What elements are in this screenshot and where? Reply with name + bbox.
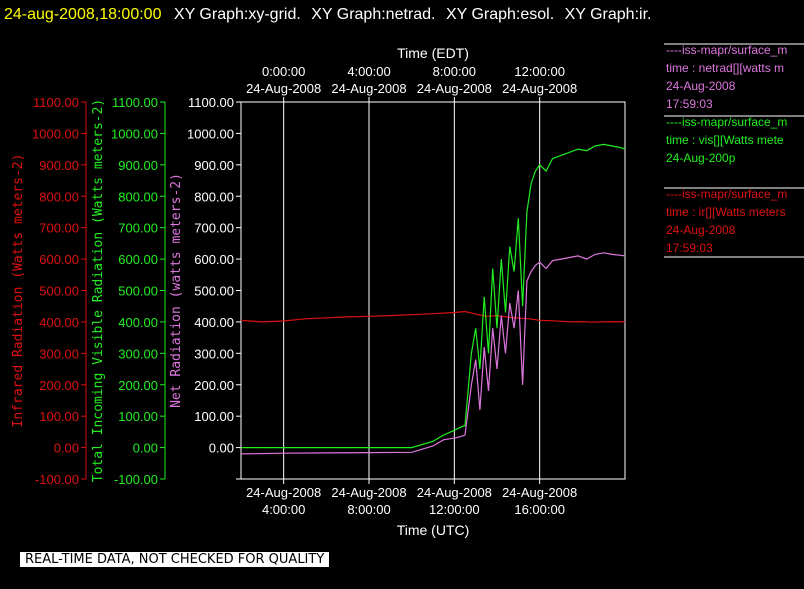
x-tick-label-bottom-date: 24-Aug-2008 [246,485,321,500]
y-tick-label-netrad: 500.00 [194,284,234,299]
y-axis-title-ir: Infrared Radiation (Watts meters-2) [11,154,26,428]
x-tick-label-bottom-time: 8:00:00 [347,502,390,517]
quality-banner: REAL-TIME DATA, NOT CHECKED FOR QUALITY [20,552,330,567]
x-tick-label-top-time: 0:00:00 [262,64,305,79]
legend-text: 24-Aug-2008 [666,223,736,237]
x-tick-label-top-date: 24-Aug-2008 [502,81,577,96]
y-tick-label-netrad: 0.00 [209,441,234,456]
x-tick-label-bottom-time: 12:00:00 [429,502,480,517]
y-tick-label-ir: 400.00 [39,315,79,330]
y-tick-label-ir: 200.00 [39,378,79,393]
y-tick-label-ir: 300.00 [39,346,79,361]
header-graph-ir: XY Graph:ir. [564,6,652,23]
x-tick-label-top-time: 4:00:00 [347,64,390,79]
y-tick-label-vis: 900.00 [118,158,158,173]
plot-frame [240,101,626,480]
y-tick-label-ir: 500.00 [39,284,79,299]
y-tick-label-vis: 300.00 [118,346,158,361]
legend-text: 24-Aug-200p [666,151,736,165]
x-tick-label-top-time: 12:00:00 [514,64,565,79]
y-tick-label-netrad: 1100.00 [188,95,234,110]
y-tick-label-ir: 600.00 [39,252,79,267]
legend-text: time : vis[][Watts mete [666,133,784,147]
y-tick-label-netrad: 1000.00 [187,126,234,141]
legend-text: ----iss-mapr/surface_m [666,187,787,201]
y-tick-label-netrad: 400.00 [194,315,234,330]
legend-text: 17:59:03 [666,241,713,255]
y-tick-label-netrad: 300.00 [194,346,234,361]
y-tick-label-vis: 700.00 [118,221,158,236]
y-tick-label-ir: 100.00 [39,409,79,424]
header-graph-xy-grid: XY Graph:xy-grid. [173,6,301,23]
x-tick-label-bottom-time: 16:00:00 [514,502,565,517]
x-axis-title-bottom: Time (UTC) [397,522,470,538]
header-graph-netrad: XY Graph:netrad. [311,6,436,23]
y-tick-label-netrad: 900.00 [194,158,234,173]
y-axis-title-vis: Total Incoming Visible Radiation (Watts … [91,99,106,483]
y-axis-title-netrad: Net Radiation (watts meters-2) [169,173,184,408]
y-tick-label-netrad: 200.00 [194,378,234,393]
y-tick-label-ir: 900.00 [39,158,79,173]
x-axis-title-top: Time (EDT) [397,45,469,61]
y-tick-label-netrad: 600.00 [194,252,234,267]
legend-text: ----iss-mapr/surface_m [666,43,787,57]
y-tick-label-vis: 500.00 [118,284,158,299]
x-tick-label-bottom-date: 24-Aug-2008 [502,485,577,500]
y-tick-label-vis: 0.00 [133,441,158,456]
y-tick-label-vis: 800.00 [118,189,158,204]
y-tick-label-vis: -100.00 [114,472,158,487]
x-tick-label-top-date: 24-Aug-2008 [331,81,406,96]
legend-text: 17:59:03 [666,97,713,111]
y-tick-label-ir: 1100.00 [33,95,79,110]
y-tick-label-vis: 1000.00 [111,126,158,141]
y-tick-label-vis: 400.00 [118,315,158,330]
x-tick-label-bottom-time: 4:00:00 [262,502,305,517]
header-bar: 24-aug-2008,18:00:00 XY Graph:xy-grid. X… [4,6,651,24]
y-tick-label-vis: 1100.00 [112,95,158,110]
y-tick-label-ir: 800.00 [39,189,79,204]
legend-text: 24-Aug-2008 [666,79,736,93]
y-tick-label-vis: 100.00 [118,409,158,424]
y-tick-label-ir: 1000.00 [32,126,79,141]
x-tick-label-bottom-date: 24-Aug-2008 [417,485,492,500]
legend-text: time : netrad[][watts m [666,61,784,75]
legend-text: time : ir[][Watts meters [666,205,786,219]
y-tick-label-ir: 700.00 [39,221,79,236]
series-line-netrad [240,252,626,455]
series-line-vis [241,143,626,449]
x-tick-label-top-date: 24-Aug-2008 [417,81,492,96]
header-datetime: 24-aug-2008,18:00:00 [4,6,162,23]
y-tick-label-vis: 200.00 [118,378,158,393]
x-tick-label-top-time: 8:00:00 [433,64,476,79]
y-tick-label-vis: 600.00 [118,252,158,267]
legend-text: ----iss-mapr/surface_m [666,115,787,129]
y-tick-label-netrad: 700.00 [194,221,234,236]
x-tick-label-top-date: 24-Aug-2008 [246,81,321,96]
header-graph-esol: XY Graph:esol. [445,6,555,23]
x-tick-label-bottom-date: 24-Aug-2008 [331,485,406,500]
y-tick-label-netrad: 800.00 [194,189,234,204]
y-tick-label-ir: -100.00 [35,472,79,487]
y-tick-label-netrad: 100.00 [194,409,234,424]
series-line-ir [240,310,626,323]
y-tick-label-ir: 0.00 [54,441,79,456]
